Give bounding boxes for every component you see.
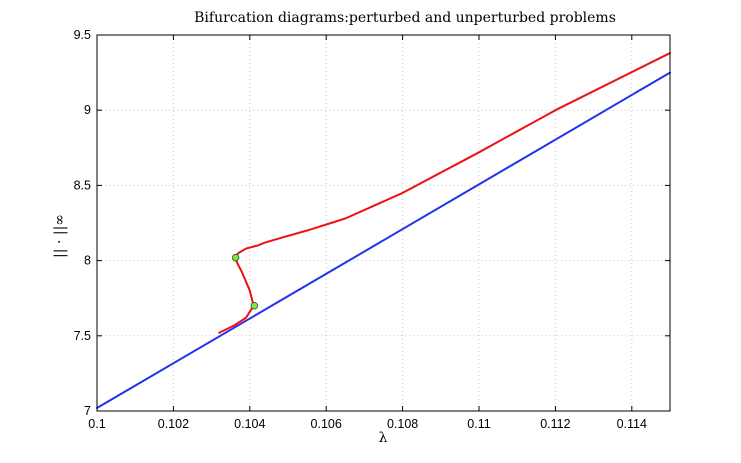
x-tick-label: 0.114 <box>617 417 647 431</box>
x-tick-label: 0.104 <box>234 417 265 431</box>
plot-frame <box>96 34 671 412</box>
x-tick-label: 0.1 <box>88 417 105 431</box>
x-tick-label: 0.108 <box>387 417 418 431</box>
plot-background <box>97 35 670 411</box>
turning-point-marker-2 <box>250 302 259 310</box>
x-tick-label: 0.106 <box>311 417 342 431</box>
x-axis-label: λ <box>379 430 388 446</box>
y-tick-label: 7.5 <box>74 329 91 343</box>
x-tick-label: 0.11 <box>467 417 490 431</box>
marker-group <box>231 253 259 310</box>
y-tick-label: 9 <box>84 103 91 117</box>
turning-point-marker-1 <box>231 253 240 262</box>
y-tick-label: 8.5 <box>74 178 91 192</box>
chart-title: Bifurcation diagrams:perturbed and unper… <box>194 10 616 26</box>
ticks: 0.1 0.102 0.104 0.106 0.108 0.11 0.112 0.114 7 7.… <box>74 28 670 431</box>
y-tick-label: 8 <box>84 254 91 268</box>
y-tick-label: 9.5 <box>74 28 91 42</box>
series-line-1 <box>96 71 671 409</box>
grid <box>97 35 670 411</box>
x-tick-label: 0.102 <box>158 417 189 431</box>
x-tick-label: 0.112 <box>540 417 570 431</box>
y-axis-label: || · ||∞ <box>52 214 68 258</box>
y-tick-label: 7 <box>84 404 91 418</box>
